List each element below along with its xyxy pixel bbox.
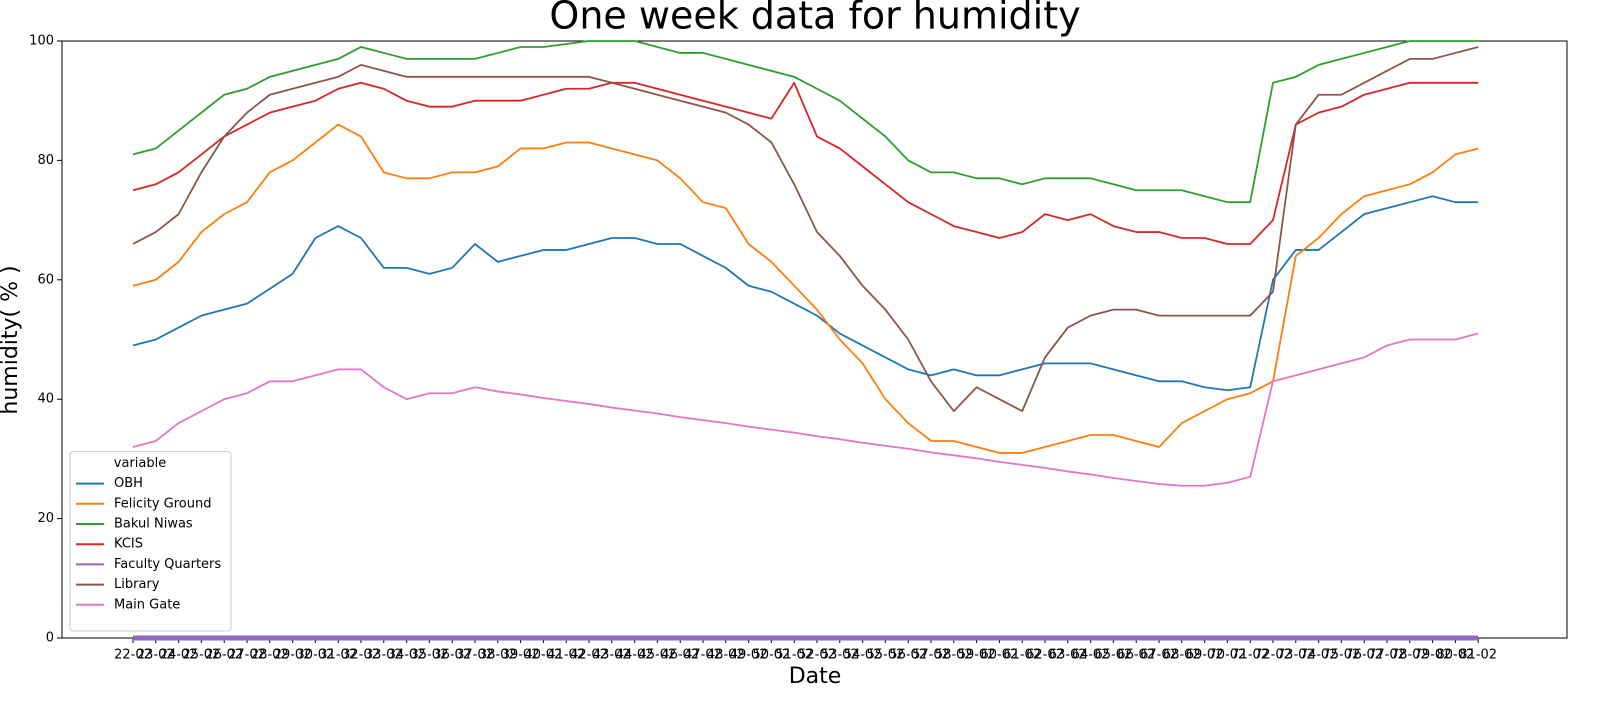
- series-line: [132, 81, 1479, 245]
- series-line: [132, 123, 1479, 454]
- x-tick-label: 47-02: [684, 648, 722, 663]
- x-tick-label: 45-02: [639, 648, 677, 663]
- x-tick-label: 69-02: [1186, 648, 1224, 663]
- x-tick-label: 50-02: [753, 648, 791, 663]
- x-tick-label: 46-02: [661, 648, 699, 663]
- y-tick-label: 40: [37, 392, 54, 407]
- x-tick-label: 29-02: [274, 648, 312, 663]
- legend: variable OBH Felicity Ground Bakul Niwas KCI…: [69, 451, 232, 632]
- y-tick-label: 80: [37, 153, 54, 168]
- x-tick-label: 53-02: [821, 648, 859, 663]
- x-tick-label: 70-02: [1209, 648, 1247, 663]
- x-tick-label: 68-02: [1163, 648, 1201, 663]
- x-tick-label: 37-02: [456, 648, 494, 663]
- x-tick-label: 48-02: [707, 648, 745, 663]
- x-tick-label: 49-02: [730, 648, 768, 663]
- x-tick-label: 72-02: [1254, 648, 1292, 663]
- x-tick-label: 62-02: [1026, 648, 1064, 663]
- x-tick-label: 58-02: [935, 648, 973, 663]
- x-tick-label: 57-02: [912, 648, 950, 663]
- x-tick-label: 65-02: [1095, 648, 1133, 663]
- x-tick-label: 33-02: [365, 648, 403, 663]
- x-tick-label: 30-02: [297, 648, 335, 663]
- legend-label: OBH: [114, 476, 143, 491]
- x-tick-label: 71-02: [1231, 648, 1269, 663]
- x-tick-label: 73-02: [1277, 648, 1315, 663]
- x-tick-label: 25-02: [183, 648, 221, 663]
- x-tick-label: 27-02: [228, 648, 266, 663]
- y-tick-label: 0: [46, 631, 54, 646]
- x-tick-label: 41-02: [547, 648, 585, 663]
- x-tick-label: 74-02: [1300, 648, 1338, 663]
- x-tick-label: 43-02: [593, 648, 631, 663]
- x-tick-label: 76-02: [1345, 648, 1383, 663]
- legend-label: Main Gate: [114, 597, 180, 612]
- x-tick-label: 61-02: [1003, 648, 1041, 663]
- legend-label: Felicity Ground: [114, 496, 212, 511]
- x-tick-label: 64-02: [1072, 648, 1110, 663]
- legend-box: [69, 451, 232, 632]
- x-tick-label: 40-02: [525, 648, 563, 663]
- legend-label: KCIS: [114, 537, 143, 552]
- x-tick-label: 52-02: [798, 648, 836, 663]
- x-tick-label: 67-02: [1140, 648, 1178, 663]
- x-tick-label: 59-02: [958, 648, 996, 663]
- x-tick-label: 35-02: [411, 648, 449, 663]
- y-tick-label: 60: [37, 272, 54, 287]
- x-tick-label: 38-02: [479, 648, 517, 663]
- x-tick-label: 63-02: [1049, 648, 1087, 663]
- x-tick-label: 60-02: [981, 648, 1019, 663]
- x-tick-label: 31-02: [319, 648, 357, 663]
- x-tick-label: 51-02: [775, 648, 813, 663]
- x-tick-label: 42-02: [570, 648, 608, 663]
- y-tick-label: 20: [37, 511, 54, 526]
- series-line: [132, 332, 1479, 487]
- x-tick-label: 55-02: [867, 648, 905, 663]
- x-tick-label: 81-02: [1459, 648, 1497, 663]
- x-axis-label: Date: [789, 664, 842, 689]
- legend-label: Bakul Niwas: [114, 517, 193, 532]
- series-line: [132, 46, 1479, 413]
- legend-title: variable: [114, 456, 166, 471]
- x-tick-label: 23-02: [137, 648, 175, 663]
- chart-title: One week data for humidity: [549, 0, 1080, 38]
- x-tick-label: 78-02: [1391, 648, 1429, 663]
- series-line: [132, 40, 1479, 204]
- x-tick-label: 80-02: [1437, 648, 1475, 663]
- x-tick-label: 79-02: [1414, 648, 1452, 663]
- legend-label: Library: [114, 577, 160, 592]
- x-tick-label: 32-02: [342, 648, 380, 663]
- y-tick-label: 100: [29, 34, 54, 49]
- x-tick-label: 28-02: [251, 648, 289, 663]
- x-tick-label: 44-02: [616, 648, 654, 663]
- x-tick-label: 77-02: [1368, 648, 1406, 663]
- x-tick-label: 26-02: [205, 648, 243, 663]
- x-tick-label: 24-02: [160, 648, 198, 663]
- y-axis-label: humidity( % ): [0, 265, 23, 414]
- x-tick-label: 34-02: [388, 648, 426, 663]
- x-tick-label: 22-02: [114, 648, 152, 663]
- legend-label: Faculty Quarters: [114, 557, 221, 572]
- x-tick-label: 66-02: [1117, 648, 1155, 663]
- x-tick-label: 39-02: [502, 648, 540, 663]
- x-tick-label: 75-02: [1323, 648, 1361, 663]
- x-tick-label: 54-02: [844, 648, 882, 663]
- x-tick-label: 36-02: [433, 648, 471, 663]
- series-line: [132, 195, 1479, 392]
- x-tick-label: 56-02: [889, 648, 927, 663]
